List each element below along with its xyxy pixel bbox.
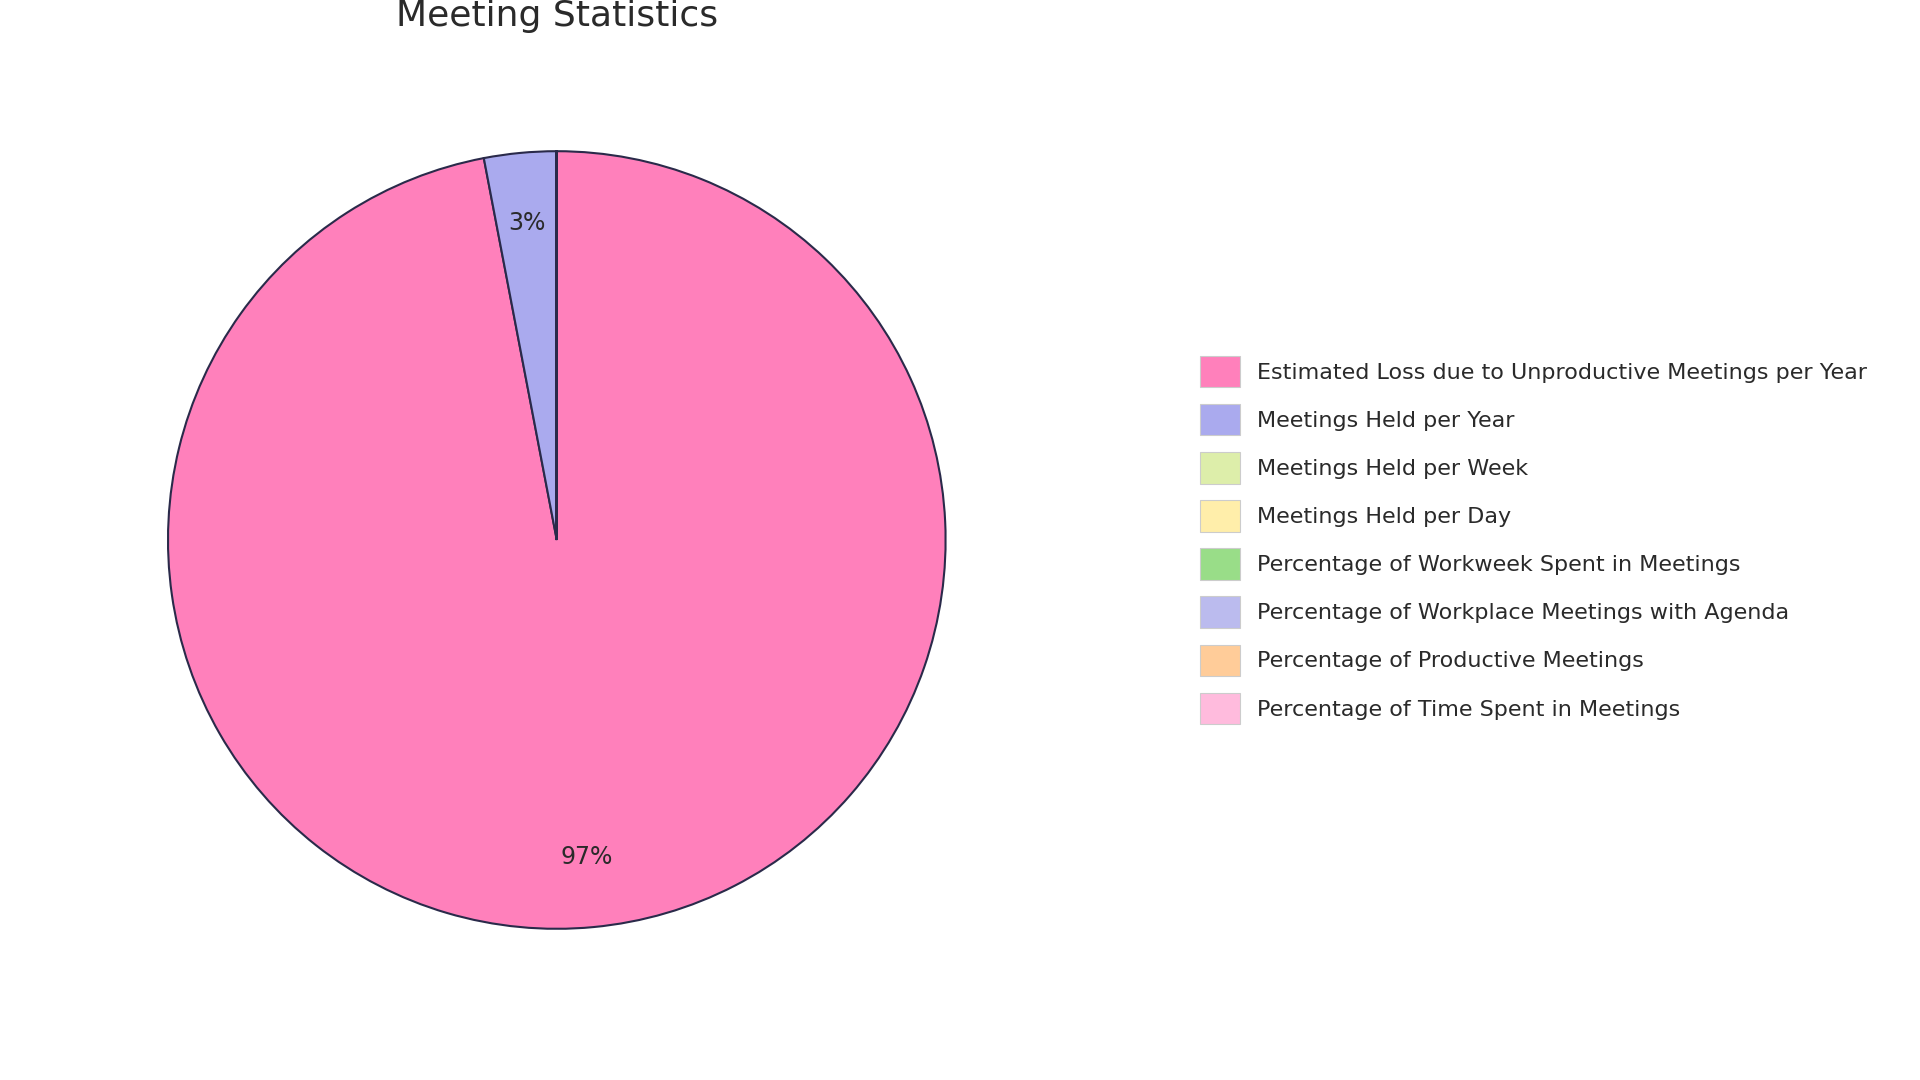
Legend: Estimated Loss due to Unproductive Meetings per Year, Meetings Held per Year, Me: Estimated Loss due to Unproductive Meeti… — [1177, 334, 1889, 746]
Title: Meeting Statistics: Meeting Statistics — [396, 0, 718, 33]
Text: 97%: 97% — [561, 846, 612, 869]
Text: 3%: 3% — [509, 211, 545, 234]
Wedge shape — [484, 151, 557, 540]
Wedge shape — [169, 151, 945, 929]
